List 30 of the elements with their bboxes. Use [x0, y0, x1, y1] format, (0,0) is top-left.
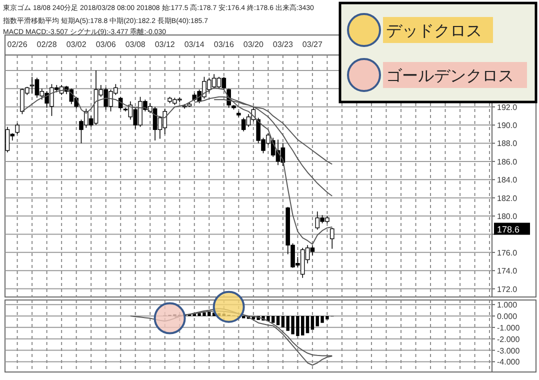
y-tick-label: 184.0	[497, 176, 518, 185]
y-tick-label: 176.0	[497, 248, 518, 258]
y-tick-label: -4.000	[497, 358, 520, 367]
y-tick-label: 174.0	[497, 266, 518, 276]
y-tick-label: 192.0	[497, 102, 518, 112]
x-tick-label: 03/16	[214, 40, 234, 49]
x-tick-label: 03/12	[154, 40, 176, 49]
y-tick-label: 190.0	[497, 121, 518, 130]
x-tick-label: 03/14	[184, 40, 205, 49]
y-tick-label: -2.000	[497, 334, 520, 344]
x-tick-label: 02/28	[36, 40, 58, 49]
x-tick-label: 03/23	[272, 40, 294, 49]
y-tick-label: -1.000	[497, 323, 520, 332]
legend-label: ゴールデンクロス	[386, 68, 514, 85]
y-tick-label: 182.0	[497, 194, 518, 203]
x-tick-label: 03/02	[66, 40, 87, 49]
x-tick-label: 03/27	[302, 40, 324, 49]
y-tick-label: 172.0	[497, 284, 518, 294]
y-tick-label: 186.0	[497, 157, 518, 166]
text: 178.6	[497, 224, 520, 234]
x-tick-label: 03/06	[96, 40, 116, 49]
y-tick-label: 0.000	[497, 312, 518, 321]
y-tick-label: 1.000	[497, 300, 518, 310]
y-tick-label: 188.0	[497, 139, 518, 148]
y-tick-label: -3.000	[497, 346, 520, 356]
x-tick-label: 03/20	[243, 40, 264, 49]
y-tick-label: 180.0	[497, 212, 518, 222]
x-tick-label: 03/08	[125, 40, 146, 49]
x-tick-label: 02/26	[7, 40, 28, 49]
legend-label: デッドクロス	[386, 23, 482, 40]
